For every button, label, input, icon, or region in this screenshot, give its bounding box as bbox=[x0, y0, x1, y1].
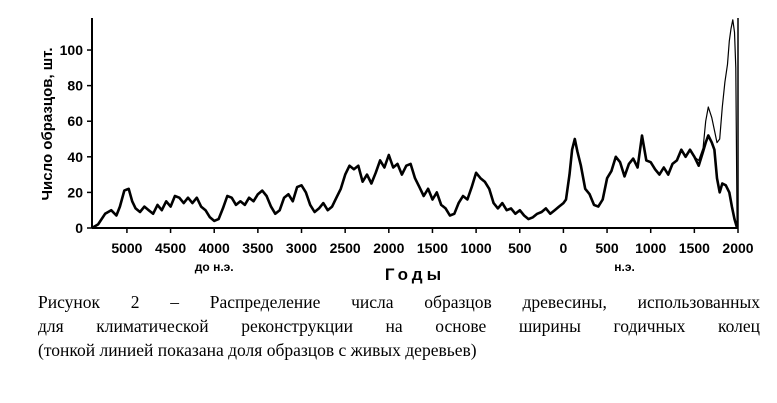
x-tick-label: 1000 bbox=[635, 240, 666, 256]
x-tick-label: 1500 bbox=[417, 240, 448, 256]
caption-line-1: Рисунок 2 – Распределение числа образцов… bbox=[38, 292, 760, 312]
x-tick-label: 1500 bbox=[679, 240, 710, 256]
y-tick-label: 80 bbox=[67, 78, 83, 94]
caption-line-3: (тонкой линией показана доля образцов с … bbox=[38, 340, 477, 360]
era-label: до н.э. bbox=[195, 260, 234, 274]
y-tick-label: 0 bbox=[75, 220, 83, 236]
x-tick-label: 4000 bbox=[199, 240, 230, 256]
y-axis-label: Число образцов, шт. bbox=[39, 48, 56, 201]
x-tick-label: 2000 bbox=[722, 240, 753, 256]
x-tick-label: 500 bbox=[595, 240, 619, 256]
x-tick-label: 5000 bbox=[111, 240, 142, 256]
y-tick-label: 20 bbox=[67, 184, 83, 200]
x-tick-label: 500 bbox=[508, 240, 532, 256]
y-tick-label: 100 bbox=[60, 42, 84, 58]
x-tick-label: 3000 bbox=[286, 240, 317, 256]
era-label: н.э. bbox=[614, 260, 635, 274]
figure-caption: Рисунок 2 – Распределение числа образцов… bbox=[38, 290, 760, 362]
series-line-total bbox=[91, 134, 739, 230]
x-tick-label: 2000 bbox=[373, 240, 404, 256]
series-line-living bbox=[694, 19, 738, 229]
caption-line-2: для климатической реконструкции на основ… bbox=[38, 316, 760, 336]
x-tick-label: 0 bbox=[560, 240, 568, 256]
y-tick-label: 60 bbox=[67, 113, 83, 129]
x-tick-label: 3500 bbox=[242, 240, 273, 256]
y-tick-label: 40 bbox=[67, 149, 83, 165]
x-tick-label: 1000 bbox=[461, 240, 492, 256]
x-axis-label: Годы bbox=[385, 265, 445, 284]
x-tick-label: 2500 bbox=[330, 240, 361, 256]
x-tick-label: 4500 bbox=[155, 240, 186, 256]
